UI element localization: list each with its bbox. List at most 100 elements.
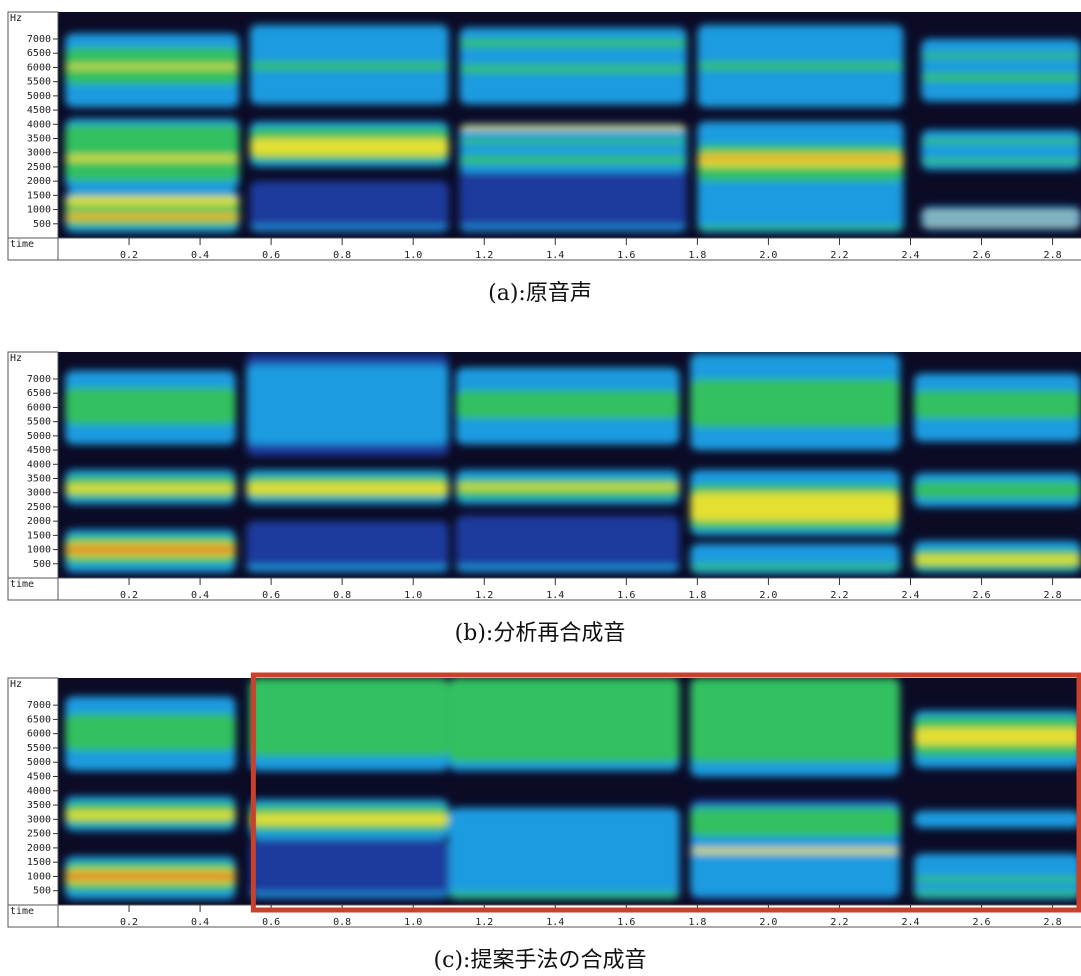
spectral-band xyxy=(690,379,900,427)
spectral-band xyxy=(921,207,1081,230)
y-tick-label: 5000 xyxy=(27,431,51,442)
spectral-band xyxy=(449,678,680,762)
spectral-band xyxy=(459,126,686,130)
spectral-band xyxy=(914,876,1081,882)
spectral-band xyxy=(914,811,1081,828)
x-tick-label: 1.0 xyxy=(404,917,422,928)
y-tick-label: 7000 xyxy=(27,374,51,385)
y-tick-label: 3000 xyxy=(27,488,51,499)
y-tick-label: 500 xyxy=(33,219,51,230)
spectral-band xyxy=(65,124,239,181)
y-tick-label: 4000 xyxy=(27,786,51,797)
x-tick-label: 2.4 xyxy=(901,917,919,928)
y-tick-label: 1000 xyxy=(27,871,51,882)
y-tick-label: 2500 xyxy=(27,829,51,840)
x-axis-label: time xyxy=(10,906,34,917)
x-tick-label: 1.0 xyxy=(404,250,422,261)
y-tick-label: 1000 xyxy=(27,545,51,556)
y-tick-label: 1500 xyxy=(27,857,51,868)
x-tick-label: 1.6 xyxy=(617,917,635,928)
x-tick-label: 2.0 xyxy=(759,590,777,601)
x-tick-label: 0.4 xyxy=(191,917,209,928)
spectral-band xyxy=(456,565,680,571)
x-tick-label: 1.2 xyxy=(475,250,493,261)
x-tick-label: 2.6 xyxy=(973,590,991,601)
y-tick-label: 500 xyxy=(33,886,51,897)
spectral-band xyxy=(246,521,448,572)
x-tick-label: 0.4 xyxy=(191,590,209,601)
spectral-band xyxy=(921,212,1081,215)
x-tick-label: 0.2 xyxy=(120,590,138,601)
x-tick-label: 2.2 xyxy=(830,917,848,928)
y-tick-label: 6500 xyxy=(27,48,51,59)
y-tick-label: 500 xyxy=(33,559,51,570)
y-tick-label: 6000 xyxy=(27,62,51,73)
y-tick-label: 5000 xyxy=(27,757,51,768)
spectral-band xyxy=(250,139,449,156)
y-tick-label: 7000 xyxy=(27,700,51,711)
y-tick-label: 2000 xyxy=(27,516,51,527)
spectral-band xyxy=(250,62,449,71)
spectral-band xyxy=(690,564,900,570)
y-tick-label: 5500 xyxy=(27,77,51,88)
y-tick-label: 2500 xyxy=(27,162,51,173)
spectral-band xyxy=(697,62,903,71)
spectral-band xyxy=(65,811,236,820)
spectral-band xyxy=(459,65,686,74)
caption: (c):提案手法の合成音 xyxy=(434,948,647,973)
spectral-band xyxy=(65,388,236,425)
y-tick-label: 3500 xyxy=(27,800,51,811)
spectral-band xyxy=(459,124,686,172)
x-tick-label: 0.2 xyxy=(120,250,138,261)
spectral-band xyxy=(914,555,1081,564)
x-tick-label: 0.6 xyxy=(262,250,280,261)
spectral-band xyxy=(250,181,449,232)
spectral-band xyxy=(456,484,680,490)
y-tick-label: 1000 xyxy=(27,205,51,216)
x-tick-label: 0.2 xyxy=(120,917,138,928)
y-tick-label: 6500 xyxy=(27,388,51,399)
x-tick-label: 0.8 xyxy=(333,590,351,601)
x-tick-label: 0.8 xyxy=(333,250,351,261)
x-axis-label: time xyxy=(10,579,34,590)
y-tick-label: 4000 xyxy=(27,459,51,470)
spectral-band xyxy=(250,839,449,899)
x-tick-label: 1.2 xyxy=(475,917,493,928)
spectral-band xyxy=(65,197,239,206)
y-tick-label: 5500 xyxy=(27,743,51,754)
spectral-band xyxy=(690,493,900,521)
y-tick-label: 3500 xyxy=(27,134,51,145)
spectral-band xyxy=(449,808,680,899)
spectral-band xyxy=(449,892,680,898)
spectral-band xyxy=(65,484,236,493)
y-tick-label: 4000 xyxy=(27,119,51,130)
spectral-band xyxy=(456,515,680,572)
x-tick-label: 1.4 xyxy=(546,590,564,601)
y-axis-label: Hz xyxy=(10,353,22,364)
spectral-band xyxy=(921,53,1081,59)
x-tick-label: 2.6 xyxy=(973,917,991,928)
y-tick-label: 1500 xyxy=(27,530,51,541)
x-axis-label: time xyxy=(10,239,34,250)
x-tick-label: 1.2 xyxy=(475,590,493,601)
x-tick-label: 1.4 xyxy=(546,917,564,928)
spectral-band xyxy=(250,892,449,896)
y-tick-label: 6000 xyxy=(27,402,51,413)
spectral-band xyxy=(65,215,239,218)
spectral-band xyxy=(914,481,1081,498)
x-tick-label: 2.0 xyxy=(759,250,777,261)
spectral-band xyxy=(690,808,900,837)
y-tick-label: 5000 xyxy=(27,91,51,102)
spectral-band xyxy=(459,39,686,48)
x-tick-label: 2.2 xyxy=(830,250,848,261)
y-tick-label: 4500 xyxy=(27,105,51,116)
figure: Hz time 500 1000 1500 2000 2500 3000 3500 4000 450… xyxy=(0,0,1081,976)
spectral-band xyxy=(65,547,236,553)
y-tick-label: 3500 xyxy=(27,474,51,485)
spectral-band xyxy=(690,848,900,854)
spectrogram-panel: Hztime5001000150020002500300035004000450… xyxy=(8,675,1081,973)
spectral-band xyxy=(65,874,236,880)
spectral-band xyxy=(914,390,1081,418)
caption: (a):原音声 xyxy=(488,281,592,306)
spectral-band xyxy=(914,728,1081,745)
